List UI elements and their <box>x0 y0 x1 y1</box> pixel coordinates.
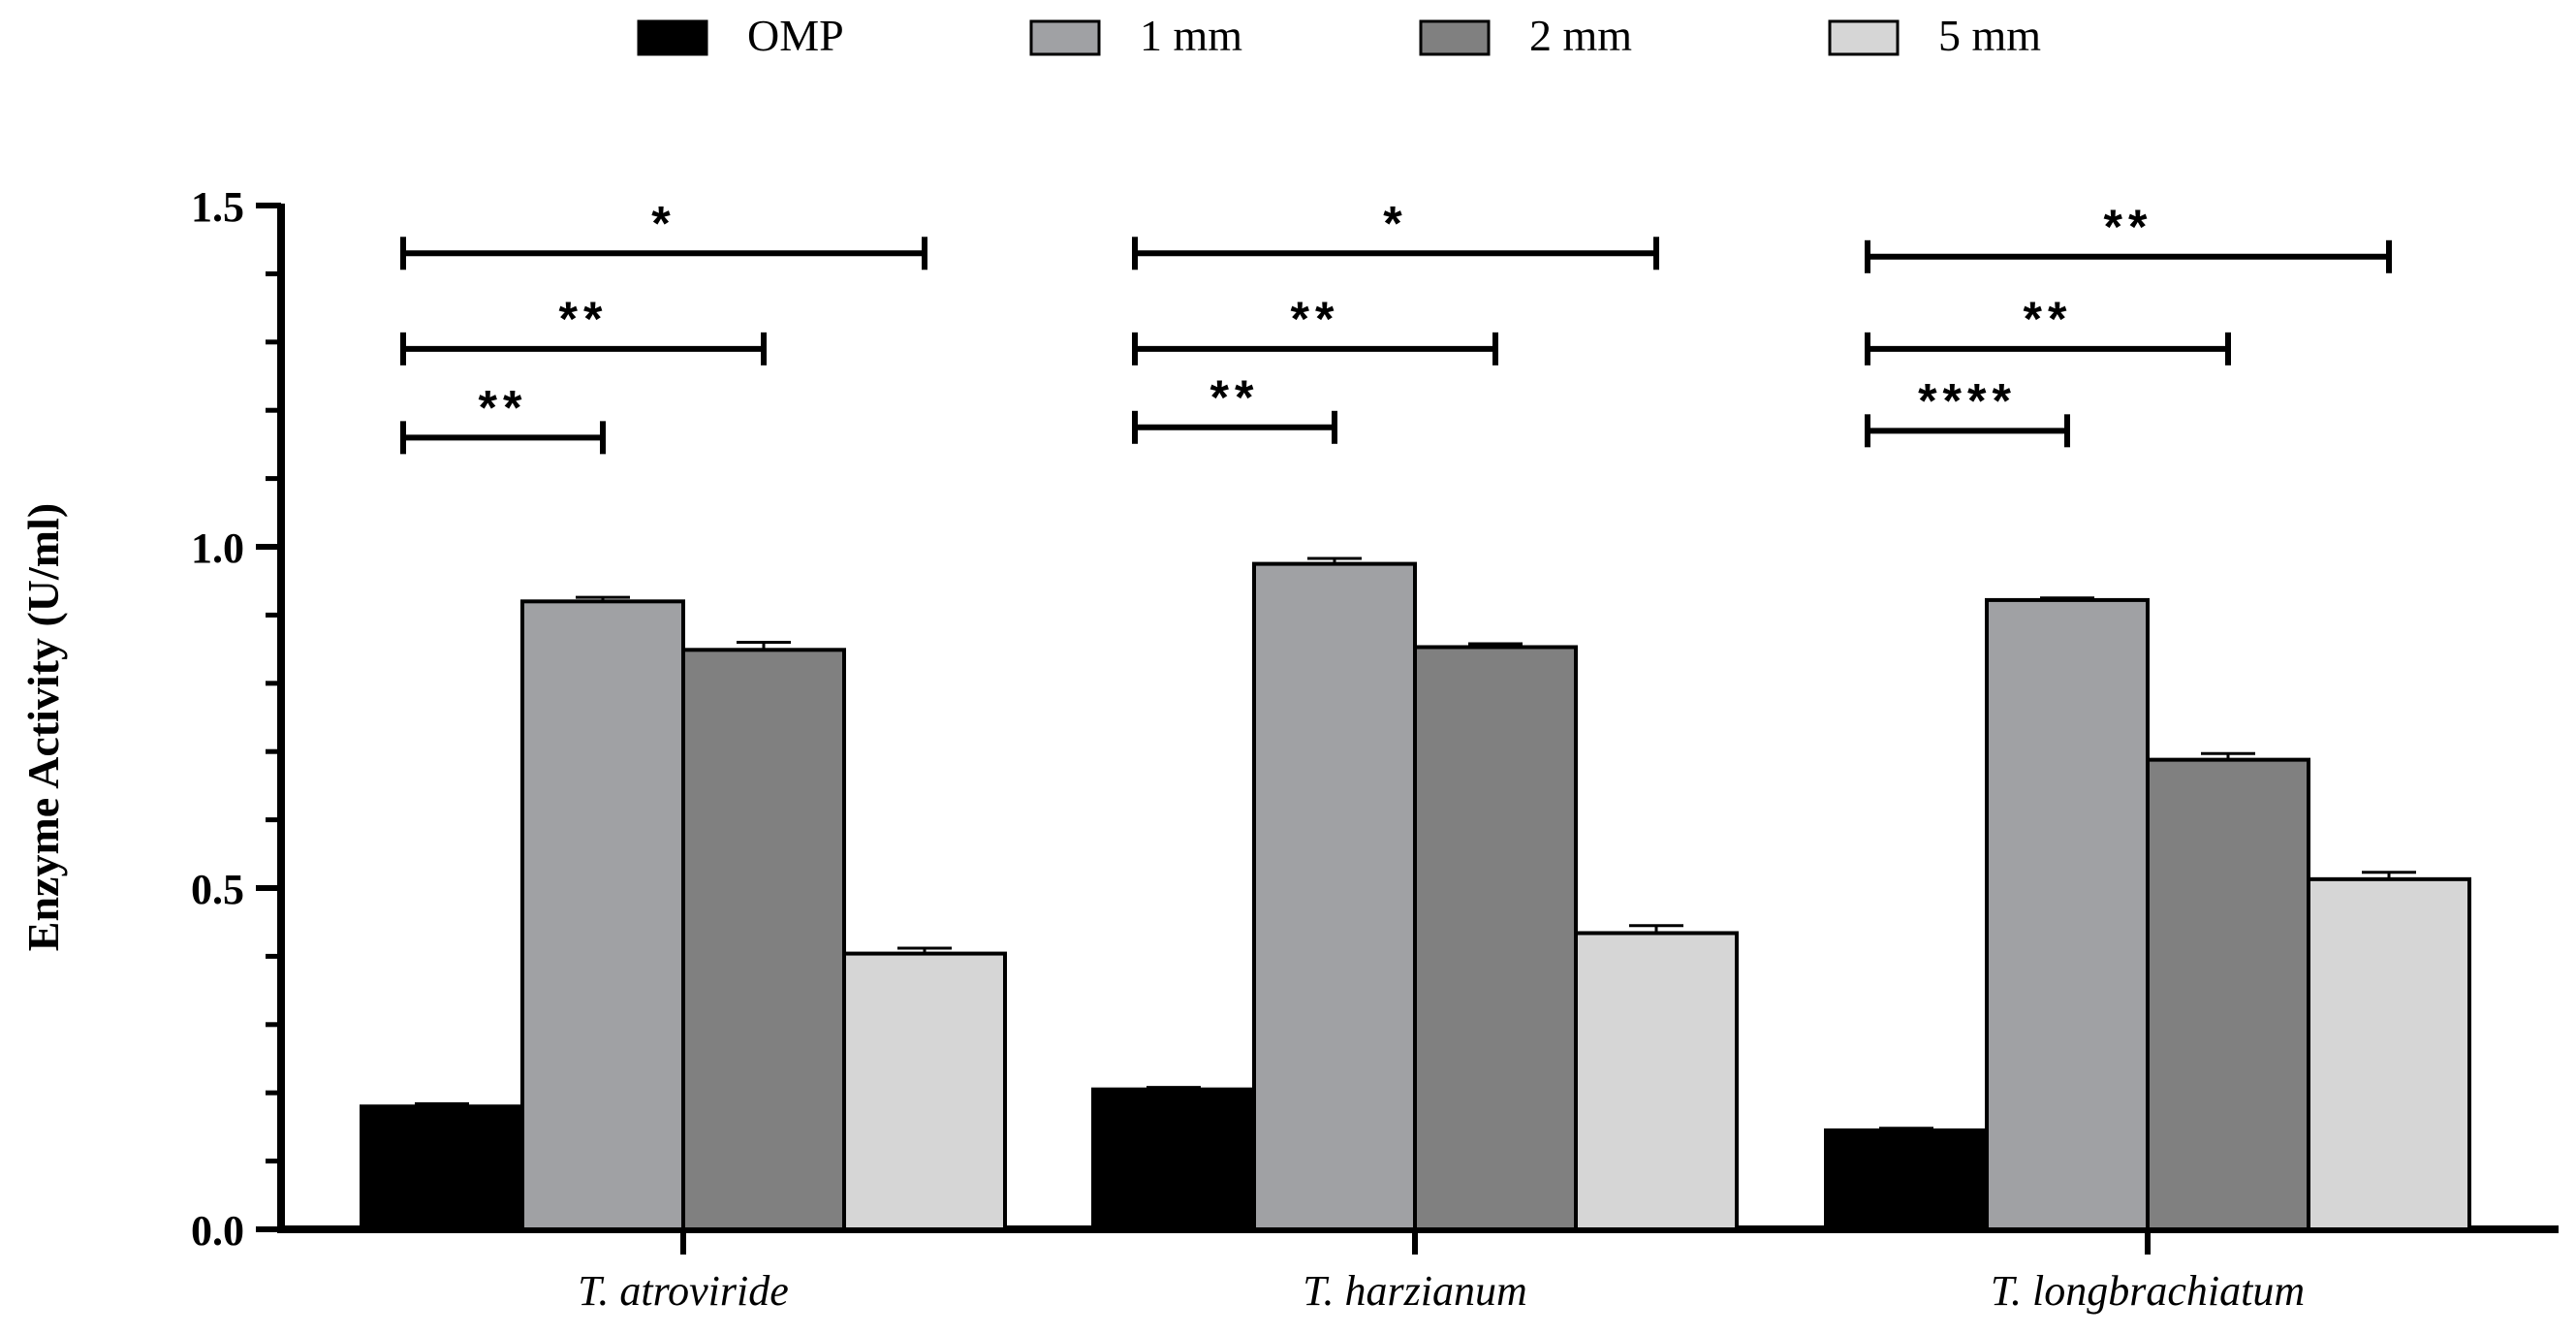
bar <box>520 599 685 1231</box>
legend-swatch <box>1419 19 1491 56</box>
bar <box>2146 757 2310 1231</box>
y-tick-label: 1.0 <box>191 524 244 572</box>
legend-swatch <box>637 19 708 56</box>
significance-label: **** <box>1918 373 2017 428</box>
significance-label: ** <box>559 292 609 346</box>
legend-label: 2 mm <box>1529 11 1632 60</box>
significance-label: * <box>1383 196 1407 250</box>
legend: OMP 1 mm 2 mm 5 mm <box>637 11 2041 60</box>
bar <box>1985 597 2150 1231</box>
x-tick-label: T. harzianum <box>1303 1267 1526 1315</box>
significance-label: ** <box>1291 292 1340 346</box>
bar <box>1091 1087 1256 1232</box>
significance-brackets: ****************** <box>400 196 2392 455</box>
bar <box>681 648 846 1231</box>
legend-swatch <box>1029 19 1101 56</box>
bar <box>2307 876 2471 1232</box>
significance-label: ** <box>479 380 528 434</box>
significance-label: ** <box>2024 292 2073 346</box>
legend-swatch <box>1828 19 1900 56</box>
y-axis-label: Enzyme Activity (U/ml) <box>18 503 68 951</box>
y-tick-label: 0.5 <box>191 866 244 913</box>
bar <box>1824 1128 1989 1232</box>
x-tick-label: T. atroviride <box>578 1267 789 1315</box>
significance-label: ** <box>2104 200 2153 254</box>
legend-label: 5 mm <box>1938 11 2041 60</box>
bar <box>1413 645 1578 1231</box>
bar <box>1252 561 1417 1231</box>
legend-label: 1 mm <box>1140 11 1242 60</box>
bars <box>360 556 2471 1232</box>
significance-label: ** <box>1210 370 1260 425</box>
y-tick-label: 1.5 <box>191 183 244 231</box>
legend-label: OMP <box>747 11 844 60</box>
x-tick-label: T. longbrachiatum <box>1991 1267 2305 1315</box>
bar <box>1574 931 1739 1231</box>
y-tick-label: 0.0 <box>191 1207 244 1255</box>
bar <box>842 951 1007 1231</box>
significance-label: * <box>651 196 675 250</box>
bar <box>360 1104 524 1232</box>
